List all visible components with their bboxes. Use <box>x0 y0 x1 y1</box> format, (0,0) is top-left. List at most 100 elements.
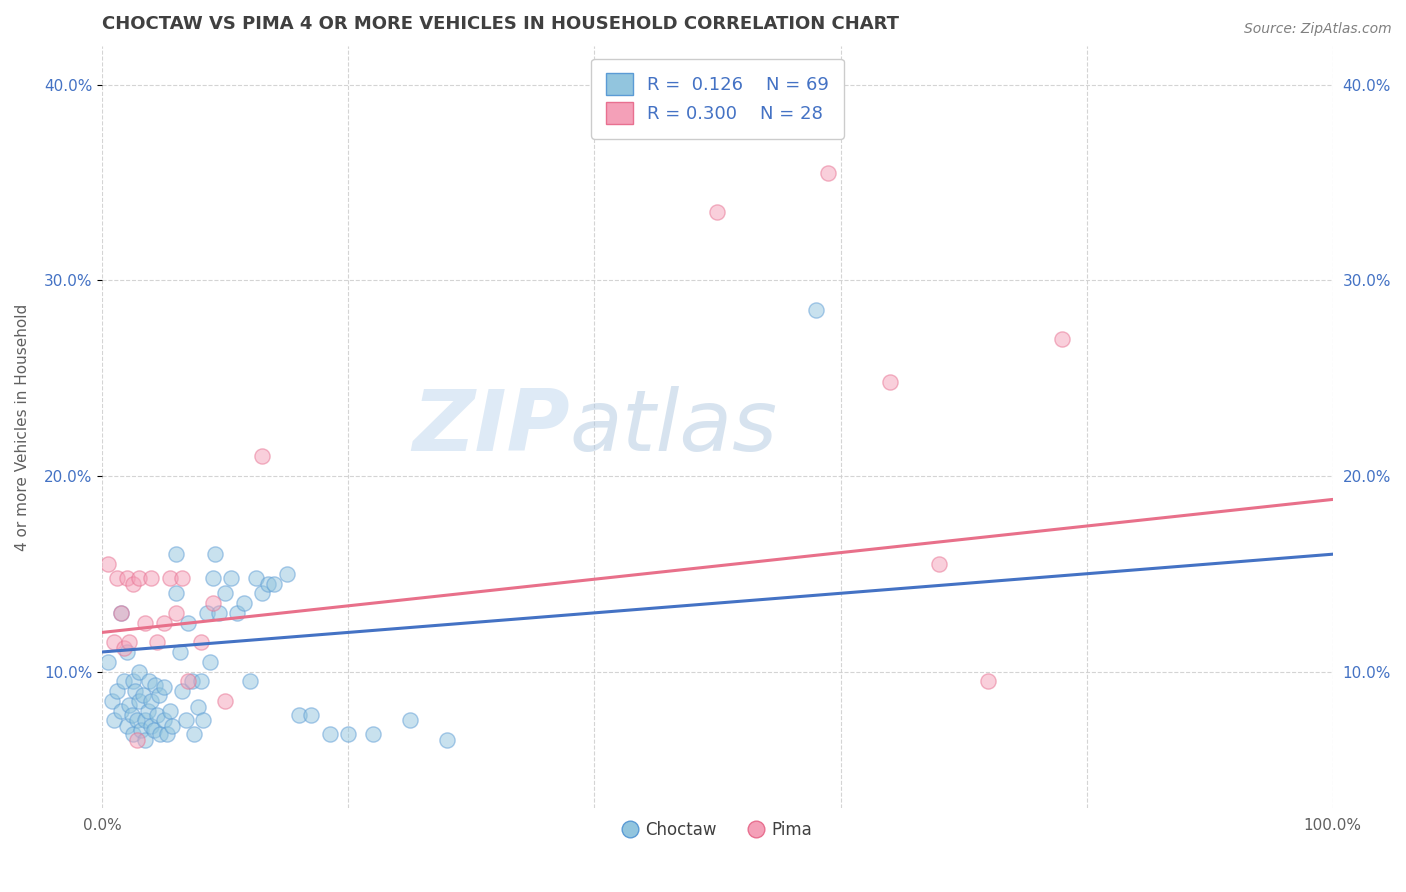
Point <box>141 694 163 708</box>
Point <box>276 566 298 581</box>
Point <box>928 557 950 571</box>
Point <box>200 655 222 669</box>
Point <box>337 727 360 741</box>
Text: CHOCTAW VS PIMA 4 OR MORE VEHICLES IN HOUSEHOLD CORRELATION CHART: CHOCTAW VS PIMA 4 OR MORE VEHICLES IN HO… <box>103 15 898 33</box>
Point <box>190 674 212 689</box>
Point <box>143 678 166 692</box>
Point <box>159 704 181 718</box>
Point <box>172 684 194 698</box>
Point <box>101 694 124 708</box>
Point <box>122 576 145 591</box>
Point <box>208 606 231 620</box>
Point <box>977 674 1000 689</box>
Point <box>115 571 138 585</box>
Point <box>146 635 169 649</box>
Point <box>250 586 273 600</box>
Point <box>214 586 236 600</box>
Point <box>132 688 155 702</box>
Point <box>174 714 197 728</box>
Point <box>118 635 141 649</box>
Point <box>97 557 120 571</box>
Point <box>122 727 145 741</box>
Point <box>105 571 128 585</box>
Point <box>172 571 194 585</box>
Point <box>299 707 322 722</box>
Point <box>1050 332 1073 346</box>
Point <box>110 606 132 620</box>
Point <box>97 655 120 669</box>
Point <box>103 714 125 728</box>
Point <box>257 576 280 591</box>
Point <box>436 733 458 747</box>
Point <box>128 571 150 585</box>
Point <box>288 707 311 722</box>
Point <box>136 704 159 718</box>
Text: ZIP: ZIP <box>412 385 569 468</box>
Point <box>204 547 226 561</box>
Point <box>169 645 191 659</box>
Point <box>804 302 827 317</box>
Point <box>149 727 172 741</box>
Point <box>162 719 184 733</box>
Point <box>110 606 132 620</box>
Y-axis label: 4 or more Vehicles in Household: 4 or more Vehicles in Household <box>15 303 30 550</box>
Point <box>201 571 224 585</box>
Point <box>156 727 179 741</box>
Point <box>263 576 285 591</box>
Point <box>128 665 150 679</box>
Point <box>226 606 249 620</box>
Point <box>398 714 420 728</box>
Point <box>112 674 135 689</box>
Point <box>103 635 125 649</box>
Point <box>250 450 273 464</box>
Point <box>191 714 214 728</box>
Point <box>115 645 138 659</box>
Point <box>134 714 156 728</box>
Point <box>134 615 156 630</box>
Point <box>214 694 236 708</box>
Legend: Choctaw, Pima: Choctaw, Pima <box>616 814 818 846</box>
Point <box>138 674 160 689</box>
Point <box>183 727 205 741</box>
Point <box>879 375 901 389</box>
Point <box>112 641 135 656</box>
Point <box>165 547 187 561</box>
Point <box>134 733 156 747</box>
Point <box>121 707 143 722</box>
Point <box>125 733 148 747</box>
Point <box>319 727 342 741</box>
Point <box>232 596 254 610</box>
Point <box>181 674 204 689</box>
Point <box>177 674 200 689</box>
Point <box>245 571 267 585</box>
Point <box>159 571 181 585</box>
Point <box>361 727 384 741</box>
Point <box>152 714 174 728</box>
Point <box>177 615 200 630</box>
Point <box>141 571 163 585</box>
Point <box>817 166 839 180</box>
Text: atlas: atlas <box>569 385 778 468</box>
Point <box>201 596 224 610</box>
Point <box>146 707 169 722</box>
Point <box>239 674 262 689</box>
Point <box>152 680 174 694</box>
Point <box>190 635 212 649</box>
Point <box>142 723 165 738</box>
Point <box>221 571 243 585</box>
Point <box>105 684 128 698</box>
Point <box>165 586 187 600</box>
Point <box>118 698 141 712</box>
Point <box>131 723 153 738</box>
Point <box>165 606 187 620</box>
Point <box>122 674 145 689</box>
Point <box>125 714 148 728</box>
Point <box>124 684 146 698</box>
Point <box>141 719 163 733</box>
Point <box>115 719 138 733</box>
Point <box>128 694 150 708</box>
Point <box>152 615 174 630</box>
Point <box>110 704 132 718</box>
Point <box>148 688 170 702</box>
Point <box>706 205 728 219</box>
